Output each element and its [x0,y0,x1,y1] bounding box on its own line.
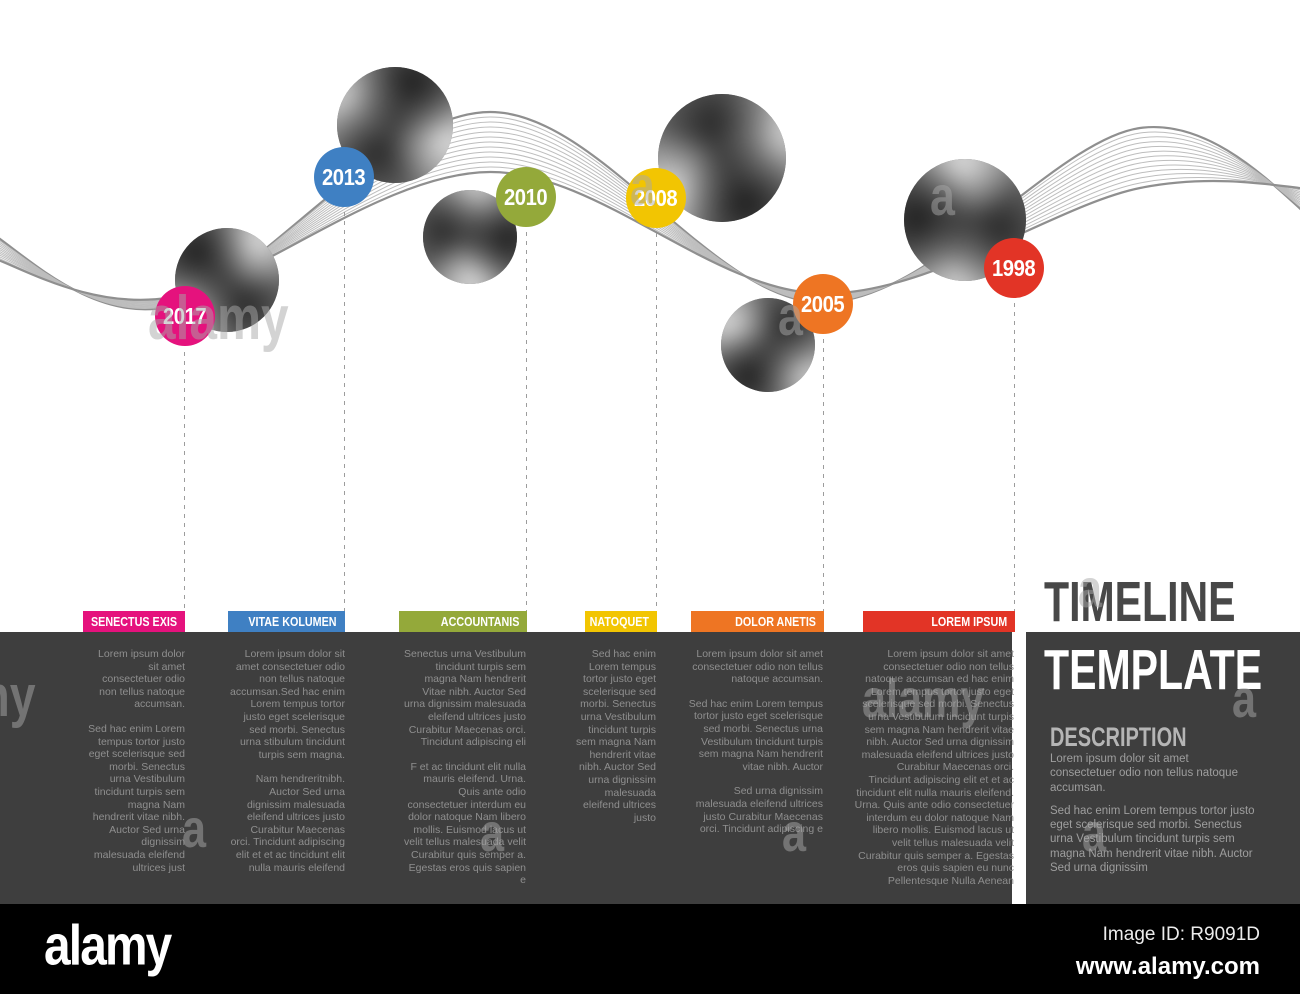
year-badge: 2005 [793,274,853,334]
side-panel [1026,632,1300,904]
year-badge: 2017 [155,286,215,346]
page-title-line2: TEMPLATE [1044,638,1263,702]
year-label: 2010 [504,183,548,210]
footer-info: Image ID: R9091D www.alamy.com [1076,924,1260,981]
connector-line [184,352,185,611]
paragraph: Lorem ipsum dolor sit amet consectetuer … [1050,753,1238,794]
alamy-logo: alamy [44,914,172,978]
footer-bar: alamy Image ID: R9091D www.alamy.com [0,904,1300,994]
paragraph: Sed hac enim Lorem tempus tortor justo e… [1050,804,1255,875]
milestone-text: Senectus urna Vestibulum tincidunt turpi… [403,648,526,899]
connector-line [656,233,657,611]
milestone-label-text: DOLOR ANETIS [735,614,816,629]
image-id: Image ID: R9091D [1102,924,1260,945]
paragraph: Sed urna dignissim malesuada eleifend ul… [695,785,823,836]
milestone-label-text: SENECTUS EXIS [90,614,177,629]
milestone-label: LOREM IPSUM [863,611,1015,632]
milestone-text: Lorem ipsum dolor sit amet consectetuer … [229,648,345,886]
milestone-label-text: LOREM IPSUM [931,614,1007,629]
website-url: www.alamy.com [1075,953,1260,980]
milestone-text: Lorem ipsum dolor sit amet consectetuer … [88,648,185,886]
paragraph: Sed hac enim Lorem tempus tortor justo e… [688,697,823,773]
paragraph: Sed hac enim Lorem tempus tortor justo e… [576,648,656,824]
milestone-text: Lorem ipsum dolor sit amet consectetuer … [686,648,823,848]
year-badge: 2013 [314,147,374,207]
year-label: 2017 [163,302,207,329]
description-heading: DESCRIPTION [1050,722,1187,752]
paragraph: F et ac tincidunt elit nulla mauris elei… [404,760,526,887]
milestone-label: SENECTUS EXIS [83,611,185,632]
year-label: 1998 [992,254,1036,281]
description-text: Lorem ipsum dolor sit amet consectetuer … [1050,752,1256,884]
milestone-label-text: ACCOUNTANIS [440,614,519,629]
milestone-label: ACCOUNTANIS [399,611,527,632]
paragraph: Senectus urna Vestibulum tincidunt turpi… [404,648,526,749]
milestone-text: Sed hac enim Lorem tempus tortor justo e… [573,648,656,836]
year-badge: 2010 [496,167,556,227]
year-badge: 2008 [626,168,686,228]
paragraph: Lorem ipsum dolor sit amet consectetuer … [230,648,345,761]
paragraph: Sed hac enim Lorem tempus tortor justo e… [88,722,185,874]
paragraph: Lorem ipsum dolor sit amet consectetuer … [854,648,1014,887]
connector-line [526,232,527,611]
milestone-label: NATOQUET [585,611,657,632]
page-title-line1: TIMELINE [1044,570,1236,634]
year-label: 2005 [801,290,845,317]
content-panel [0,632,1012,904]
milestone-label: VITAE KOLUMEN [228,611,345,632]
year-badge: 1998 [984,238,1044,298]
milestone-label: DOLOR ANETIS [691,611,824,632]
connector-line [823,339,824,611]
year-label: 2013 [322,163,366,190]
milestone-label-text: NATOQUET [589,614,649,629]
milestone-text: Lorem ipsum dolor sit amet consectetuer … [852,648,1014,899]
year-label: 2008 [634,184,678,211]
paragraph: Lorem ipsum dolor sit amet consectetuer … [98,648,185,711]
connector-line [344,212,345,611]
milestone-label-text: VITAE KOLUMEN [248,614,337,629]
paragraph: Lorem ipsum dolor sit amet consectetuer … [692,648,823,686]
connector-line [1014,303,1015,611]
paragraph: Nam hendreritnibh. Auctor Sed urna digni… [230,773,345,874]
